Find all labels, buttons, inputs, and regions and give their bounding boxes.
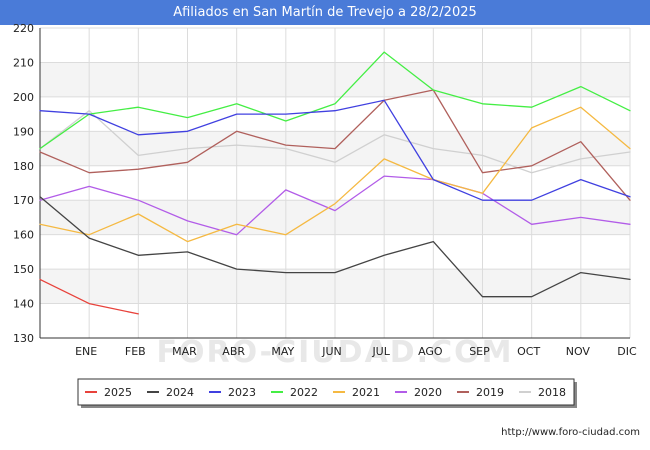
y-tick-labels: 130 140 150 160 170 180 190 200 210 220 [13, 22, 34, 345]
x-tick-label: DIC [617, 345, 637, 358]
x-tick-label: JUL [371, 345, 390, 358]
y-tick-label: 200 [13, 91, 34, 104]
y-tick-label: 170 [13, 194, 34, 207]
series-line-2023 [39, 99, 631, 201]
x-tick-label: OCT [517, 345, 540, 358]
y-tick-label: 220 [13, 22, 34, 35]
y-tick-label: 210 [13, 56, 34, 69]
series-line-2025 [39, 278, 139, 315]
legend-label-2020: 2020 [414, 386, 442, 399]
y-tick-label: 160 [13, 229, 34, 242]
legend-label-2024: 2024 [166, 386, 194, 399]
x-tick-label: NOV [566, 345, 591, 358]
legend-label-2023: 2023 [228, 386, 256, 399]
x-tick-labels: ENE FEB MAR ABR MAY JUN JUL AGO SEP OCT NOV DIC [75, 345, 637, 358]
series-line-2020 [39, 175, 631, 236]
watermark: FORO-CIUDAD.COM [157, 335, 514, 370]
series-line-2018 [39, 110, 631, 174]
series-line-2022 [39, 51, 631, 150]
x-tick-label: SEP [469, 345, 490, 358]
legend-label-2019: 2019 [476, 386, 504, 399]
series-line-2019 [39, 89, 631, 201]
series-line-2021 [39, 106, 631, 243]
y-tick-label: 140 [13, 298, 34, 311]
x-tick-label: ENE [75, 345, 97, 358]
x-tick-label: MAR [172, 345, 197, 358]
y-tick-label: 150 [13, 263, 34, 276]
x-tick-label: ABR [222, 345, 245, 358]
x-tick-label: AGO [418, 345, 443, 358]
legend-box [77, 378, 575, 406]
y-tick-label: 130 [13, 332, 34, 345]
legend-label-2021: 2021 [352, 386, 380, 399]
x-tick-label: FEB [125, 345, 146, 358]
legend-label-2022: 2022 [290, 386, 318, 399]
legend: 2025 2024 2023 2022 2021 2020 2019 2018 [77, 378, 577, 408]
chart-title: Afiliados en San Martín de Trevejo a 28/… [0, 0, 650, 25]
series-line-2024 [39, 196, 631, 298]
x-tick-label: JUN [321, 345, 342, 358]
legend-label-2018: 2018 [538, 386, 566, 399]
y-tick-label: 180 [13, 160, 34, 173]
legend-label-2025: 2025 [104, 386, 132, 399]
x-tick-label: MAY [271, 345, 294, 358]
axes [39, 28, 630, 339]
series-lines [39, 51, 631, 315]
y-tick-label: 190 [13, 125, 34, 138]
source-credit: http://www.foro-ciudad.com [501, 427, 640, 438]
